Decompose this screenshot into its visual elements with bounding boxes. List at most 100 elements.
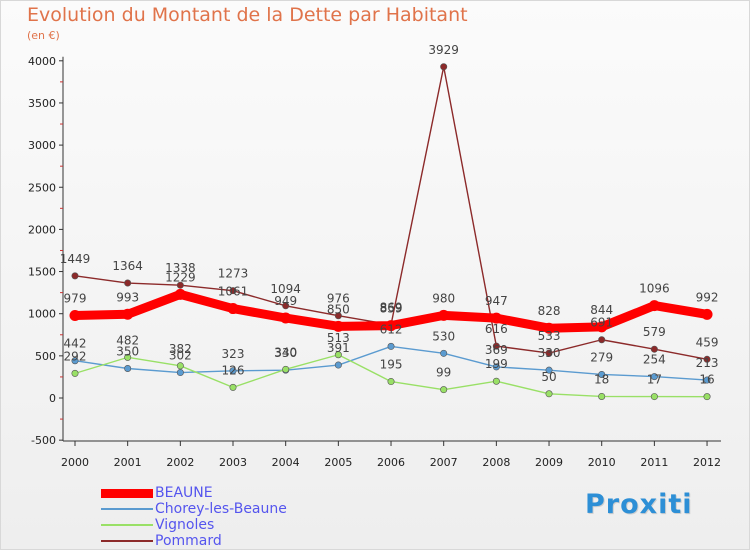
logo-text: Proxiti xyxy=(585,489,693,520)
x-tick-label: 2007 xyxy=(430,456,458,469)
data-label: 369 xyxy=(485,343,508,357)
data-label: 513 xyxy=(327,331,350,345)
data-point xyxy=(440,63,448,71)
data-label: 949 xyxy=(274,294,297,308)
legend-label: BEAUNE xyxy=(155,485,213,501)
data-point xyxy=(176,362,184,370)
data-point xyxy=(387,378,395,386)
y-tick-label: 4000 xyxy=(28,55,56,68)
data-label: 530 xyxy=(432,329,455,343)
data-point xyxy=(543,322,555,334)
data-label: 16 xyxy=(699,373,714,387)
data-point xyxy=(701,308,713,320)
data-label: 1094 xyxy=(270,282,301,296)
data-label: 616 xyxy=(485,322,508,336)
data-label: 1061 xyxy=(218,285,249,299)
data-label: 482 xyxy=(116,333,139,347)
data-point xyxy=(71,357,79,365)
y-tick-label: 2000 xyxy=(28,223,56,236)
x-tick-label: 2005 xyxy=(324,456,352,469)
data-point xyxy=(385,320,397,332)
data-label: 3929 xyxy=(428,43,459,57)
data-label: 828 xyxy=(538,304,561,318)
data-label: 1364 xyxy=(112,259,143,273)
data-label: 442 xyxy=(64,337,87,351)
data-label: 844 xyxy=(590,303,613,317)
x-tick-label: 2003 xyxy=(219,456,247,469)
data-label: 976 xyxy=(327,292,350,306)
data-point xyxy=(174,288,186,300)
data-point xyxy=(334,361,342,369)
data-label: 691 xyxy=(590,316,613,330)
legend-swatch xyxy=(101,524,153,526)
data-point xyxy=(229,383,237,391)
data-label: 330 xyxy=(538,346,561,360)
data-point xyxy=(598,336,606,344)
legend-swatch xyxy=(101,508,153,510)
data-point xyxy=(282,302,290,310)
y-tick-label: 3500 xyxy=(28,97,56,110)
data-label: 195 xyxy=(380,358,403,372)
data-point xyxy=(282,365,290,373)
data-point xyxy=(122,308,134,320)
data-label: 99 xyxy=(436,366,451,380)
data-point xyxy=(492,363,500,371)
data-label: 612 xyxy=(380,322,403,336)
legend-label: Pommard xyxy=(155,533,222,549)
data-label: 18 xyxy=(594,372,609,386)
y-tick-label: 2500 xyxy=(28,181,56,194)
x-tick-label: 2002 xyxy=(166,456,194,469)
data-point xyxy=(598,392,606,400)
data-label: 533 xyxy=(538,329,561,343)
data-point xyxy=(69,309,81,321)
legend-label: Vignoles xyxy=(155,517,215,533)
data-point xyxy=(71,272,79,280)
data-point xyxy=(124,364,132,372)
data-label: 1338 xyxy=(165,261,196,275)
data-point xyxy=(492,377,500,385)
data-label: 1449 xyxy=(60,252,91,266)
data-label: 947 xyxy=(485,294,508,308)
legend-swatch xyxy=(101,488,153,498)
data-point xyxy=(545,390,553,398)
data-point xyxy=(703,393,711,401)
x-tick-label: 2010 xyxy=(588,456,616,469)
data-label: 254 xyxy=(643,353,666,367)
x-tick-label: 2011 xyxy=(640,456,668,469)
data-label: 579 xyxy=(643,325,666,339)
data-label: 979 xyxy=(64,291,87,305)
data-label: 1273 xyxy=(218,267,249,281)
data-point xyxy=(703,355,711,363)
data-label: 213 xyxy=(696,356,719,370)
data-point xyxy=(227,303,239,315)
data-label: 1229 xyxy=(165,270,196,284)
x-tick-label: 2009 xyxy=(535,456,563,469)
data-label: 279 xyxy=(590,350,613,364)
data-label: 340 xyxy=(274,345,297,359)
data-label: 850 xyxy=(327,302,350,316)
data-label: 330 xyxy=(274,346,297,360)
data-point xyxy=(650,393,658,401)
data-point xyxy=(176,369,184,377)
data-point xyxy=(176,281,184,289)
y-tick-label: 500 xyxy=(35,350,56,363)
data-point xyxy=(440,386,448,394)
chart-unit: (en €) xyxy=(27,29,60,42)
data-point xyxy=(438,309,450,321)
y-tick-label: 1500 xyxy=(28,266,56,279)
data-label: 859 xyxy=(380,302,403,316)
data-point xyxy=(332,320,344,332)
x-tick-label: 2008 xyxy=(482,456,510,469)
data-label: 350 xyxy=(116,344,139,358)
data-label: 992 xyxy=(696,290,719,304)
data-point xyxy=(650,345,658,353)
legend-label: Chorey-les-Beaune xyxy=(155,501,287,517)
data-point xyxy=(334,351,342,359)
x-tick-label: 2001 xyxy=(114,456,142,469)
data-point xyxy=(703,376,711,384)
data-label: 323 xyxy=(222,347,245,361)
y-tick-label: -500 xyxy=(31,434,56,447)
x-tick-label: 2006 xyxy=(377,456,405,469)
data-label: 382 xyxy=(169,342,192,356)
